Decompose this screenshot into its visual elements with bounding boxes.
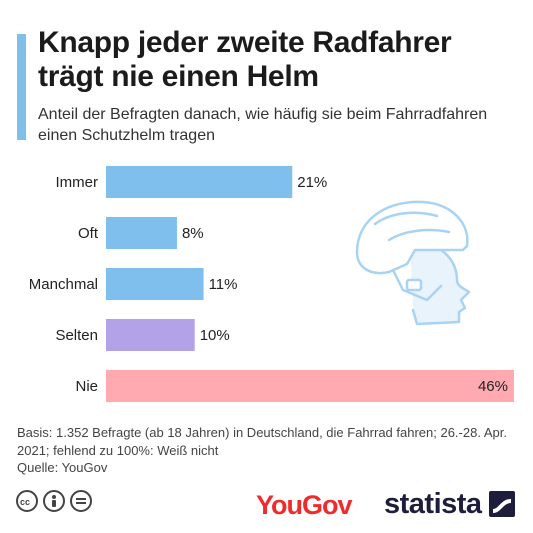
value-label: 11% — [209, 276, 238, 293]
category-label: Manchmal — [29, 276, 98, 293]
source-note: Quelle: YouGov — [17, 460, 108, 475]
cc-icon[interactable]: cc — [16, 490, 38, 512]
svg-text:cc: cc — [20, 497, 30, 507]
title-accent-bar — [17, 34, 26, 140]
value-label: 10% — [200, 327, 230, 344]
bar-selten — [106, 319, 195, 351]
basis-note: Basis: 1.352 Befragte (ab 18 Jahren) in … — [17, 425, 507, 458]
yougov-logo[interactable]: YouGov — [256, 490, 353, 520]
no-derivatives-icon[interactable] — [70, 490, 92, 512]
statista-logo[interactable]: statista — [384, 488, 482, 520]
category-label: Oft — [78, 225, 99, 242]
bar-immer — [106, 166, 293, 198]
chart-title: Knapp jeder zweite Radfahrer trägt nie e… — [38, 26, 452, 93]
value-label: 8% — [182, 225, 204, 242]
helmet-head-icon — [355, 200, 471, 326]
license-icons: cc — [16, 490, 92, 512]
category-label: Selten — [55, 327, 98, 344]
bar-oft — [106, 217, 177, 249]
category-label: Immer — [56, 174, 99, 191]
value-label: 46% — [478, 378, 508, 395]
chart-subtitle: Anteil der Befragten danach, wie häufig … — [38, 106, 488, 144]
bar-manchmal — [106, 268, 204, 300]
category-label: Nie — [75, 378, 98, 395]
statista-logo-icon[interactable] — [489, 491, 515, 517]
value-label: 21% — [297, 174, 327, 191]
bar-nie — [106, 370, 514, 402]
attribution-icon[interactable] — [43, 490, 65, 512]
